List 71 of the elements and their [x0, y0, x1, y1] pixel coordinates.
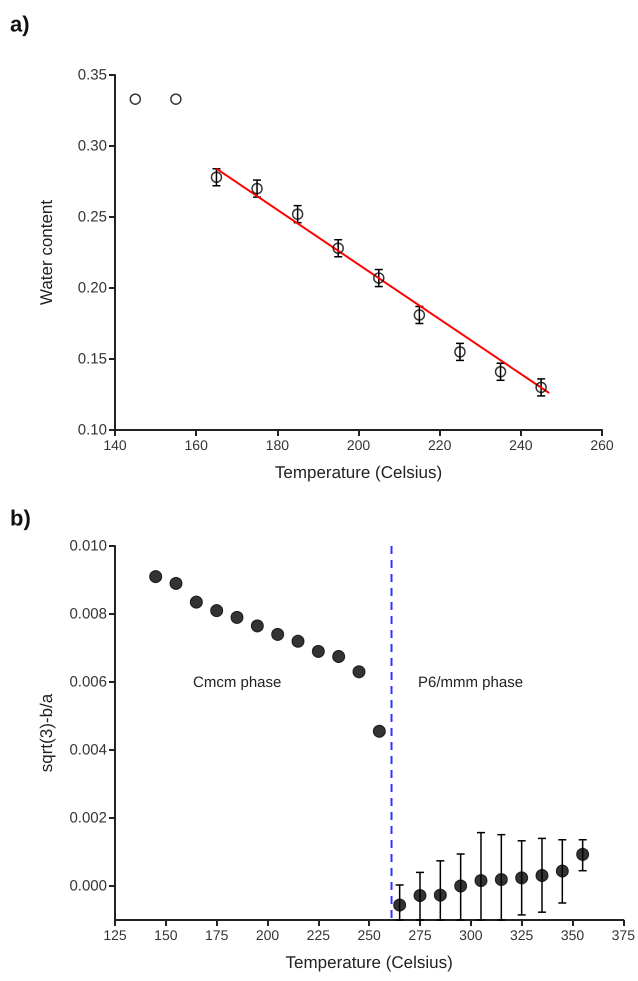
- x-tick-label: 375: [612, 927, 636, 943]
- x-tick-label: 150: [154, 927, 178, 943]
- chart-title: b): [10, 506, 31, 530]
- y-tick-label: 0.006: [69, 674, 107, 690]
- y-tick-label: 0.000: [69, 878, 107, 894]
- point: [210, 604, 224, 618]
- x-tick-label: 240: [509, 437, 533, 453]
- point: [170, 93, 182, 105]
- y-tick-label: 0.004: [69, 742, 107, 758]
- point: [414, 309, 426, 321]
- point: [292, 634, 304, 648]
- y-tick-label: 0.25: [78, 208, 107, 226]
- y-axis-title: sqrt(3)-b/a: [37, 693, 56, 772]
- point: [230, 610, 244, 624]
- x-axis-title: Temperature (Celsius): [274, 463, 442, 482]
- point: [373, 272, 385, 284]
- point: [536, 868, 548, 882]
- x-tick-label: 220: [428, 437, 452, 453]
- y-tick-label: 0.10: [78, 422, 107, 438]
- x-tick-label: 225: [306, 927, 330, 943]
- x-tick-label: 350: [560, 927, 584, 943]
- point: [393, 898, 406, 912]
- point: [332, 242, 344, 254]
- point: [251, 182, 263, 194]
- point: [414, 889, 426, 902]
- y-axis-title: Water content: [37, 200, 56, 306]
- point: [312, 644, 325, 658]
- point: [250, 619, 264, 632]
- y-tick-label: 0.20: [78, 280, 107, 296]
- point: [271, 628, 284, 641]
- x-tick-label: 180: [266, 437, 290, 453]
- y-tick-label: 0.15: [78, 350, 107, 368]
- point: [190, 596, 203, 609]
- x-tick-label: 175: [204, 927, 229, 943]
- x-tick-label: 200: [256, 927, 280, 943]
- y-tick-label: 0.30: [78, 138, 107, 154]
- annotation: P6/mmm phase: [418, 674, 524, 691]
- point: [352, 665, 366, 678]
- x-tick-label: 200: [346, 437, 370, 453]
- x-tick-label: 325: [510, 927, 534, 943]
- x-tick-label: 275: [408, 927, 432, 943]
- x-axis-title: Temperature (Celsius): [286, 953, 453, 972]
- point: [494, 366, 506, 378]
- point: [170, 576, 182, 590]
- point: [576, 848, 590, 861]
- x-tick-label: 300: [459, 927, 483, 943]
- point: [130, 93, 142, 105]
- point: [434, 888, 447, 902]
- point: [515, 871, 528, 884]
- point: [149, 570, 162, 584]
- point: [474, 874, 488, 888]
- point: [454, 346, 466, 358]
- chart-title: a): [10, 12, 30, 36]
- x-tick-label: 250: [357, 927, 382, 943]
- y-tick-label: 0.010: [69, 538, 107, 554]
- point: [494, 873, 508, 886]
- y-tick-label: 0.008: [69, 606, 107, 622]
- annotation: Cmcm phase: [193, 674, 282, 691]
- point: [535, 382, 547, 394]
- x-tick-label: 160: [184, 437, 208, 453]
- point: [556, 864, 569, 878]
- point: [210, 171, 222, 183]
- y-tick-label: 0.002: [69, 810, 107, 826]
- x-tick-label: 140: [103, 437, 127, 453]
- y-tick-label: 0.35: [78, 66, 107, 84]
- point: [292, 208, 304, 220]
- point: [454, 880, 468, 892]
- x-tick-label: 260: [590, 437, 614, 453]
- point: [332, 650, 346, 663]
- x-tick-label: 125: [103, 927, 127, 943]
- point: [372, 724, 386, 738]
